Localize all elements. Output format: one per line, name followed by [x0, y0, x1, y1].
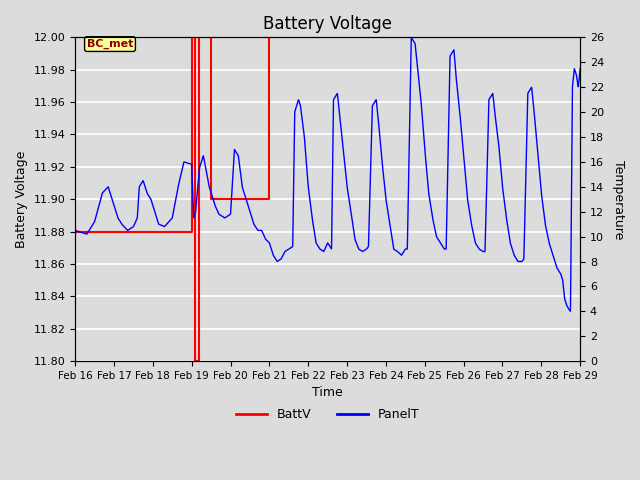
- BattV: [188, 229, 196, 235]
- BattV: [207, 196, 215, 202]
- BattV: [195, 35, 202, 40]
- PanelT: [567, 295, 575, 301]
- PanelT: [566, 308, 574, 314]
- BattV: [188, 35, 196, 40]
- Title: Battery Voltage: Battery Voltage: [263, 15, 392, 33]
- PanelT: [159, 223, 166, 229]
- Line: BattV: BattV: [75, 37, 580, 361]
- BattV: [207, 35, 215, 40]
- PanelT: [129, 224, 136, 230]
- Legend: BattV, PanelT: BattV, PanelT: [231, 403, 424, 426]
- X-axis label: Time: Time: [312, 386, 343, 399]
- BattV: [577, 35, 584, 40]
- PanelT: [577, 66, 584, 72]
- PanelT: [71, 228, 79, 233]
- BattV: [266, 196, 273, 202]
- PanelT: [512, 255, 520, 261]
- Y-axis label: Battery Voltage: Battery Voltage: [15, 151, 28, 248]
- BattV: [266, 35, 273, 40]
- PanelT: [265, 240, 273, 245]
- BattV: [191, 35, 198, 40]
- Text: BC_met: BC_met: [87, 39, 133, 49]
- PanelT: [287, 245, 294, 251]
- PanelT: [408, 35, 415, 40]
- Line: PanelT: PanelT: [75, 37, 580, 311]
- BattV: [71, 229, 79, 235]
- BattV: [191, 358, 198, 364]
- BattV: [195, 358, 202, 364]
- Y-axis label: Temperature: Temperature: [612, 159, 625, 239]
